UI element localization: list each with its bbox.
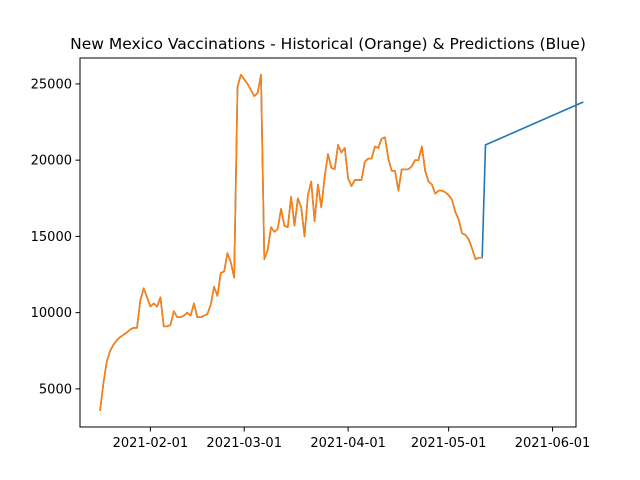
y-axis-tick-label: 25000 [31, 77, 72, 92]
y-axis-tick-label: 15000 [31, 230, 72, 245]
x-axis-tick-label: 2021-02-01 [113, 436, 189, 451]
x-axis-tick-label: 2021-04-01 [310, 436, 386, 451]
x-axis: 2021-02-01 2021-03-01 2021-04-01 2021-05-01… [113, 427, 591, 451]
y-axis-tick-label: 5000 [39, 382, 72, 397]
y-axis-tick-label: 20000 [31, 154, 72, 169]
series-layer [99, 73, 584, 412]
plot-area-frame [79, 57, 577, 428]
chart-title: New Mexico Vaccinations - Historical (Or… [70, 35, 586, 53]
x-axis-tick-label: 2021-05-01 [411, 436, 487, 451]
x-axis-tick-label: 2021-03-01 [206, 436, 282, 451]
x-axis-tick-label: 2021-06-01 [515, 436, 591, 451]
y-axis: 5000 10000 15000 20000 25000 [31, 77, 80, 397]
historical-series-line [99, 73, 483, 412]
y-axis-tick-label: 10000 [31, 306, 72, 321]
